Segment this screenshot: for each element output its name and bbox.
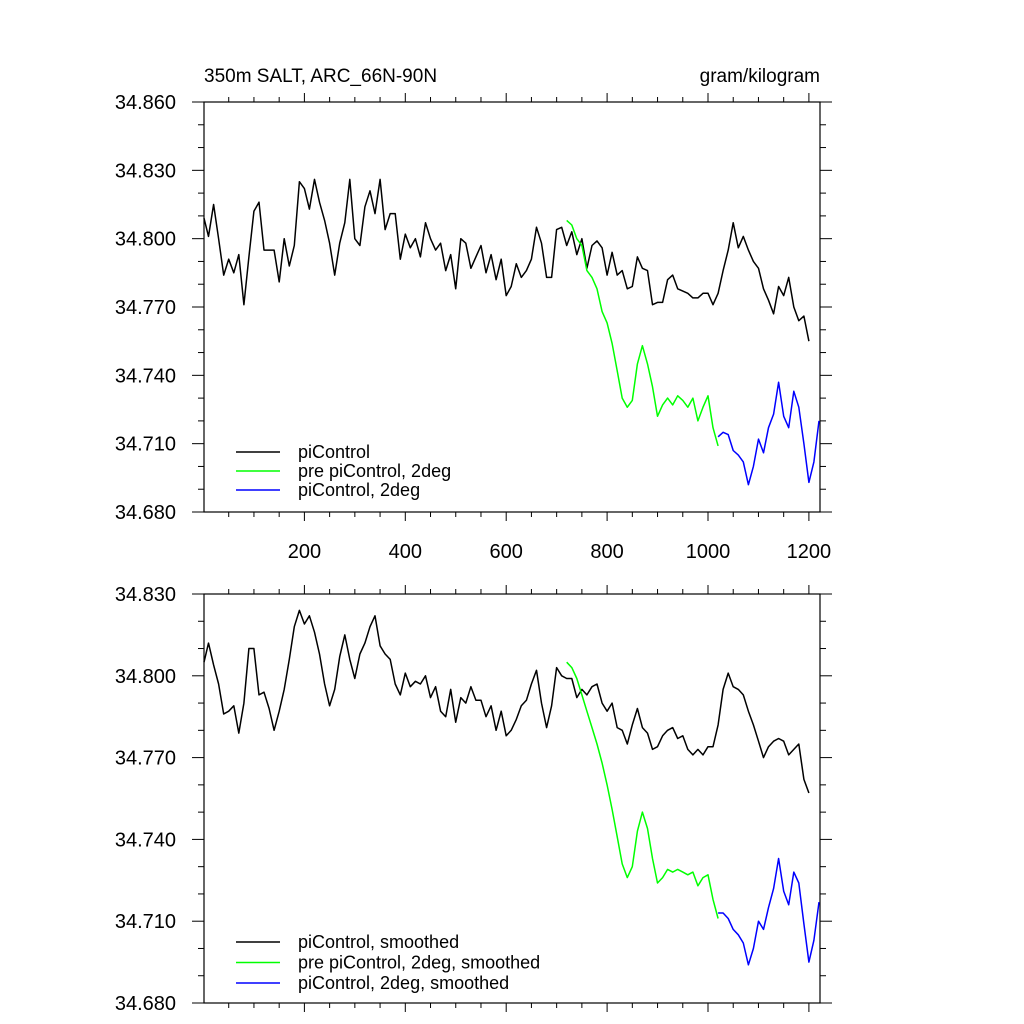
- x-tick-label: 1000: [686, 541, 731, 563]
- y-tick-label: 34.680: [115, 993, 176, 1015]
- legend-label: piControl, 2deg, smoothed: [298, 973, 509, 993]
- series-line-0: [203, 609, 810, 794]
- y-tick-label: 34.710: [115, 434, 176, 456]
- y-tick-label: 34.800: [115, 666, 176, 688]
- y-tick-label: 34.860: [115, 92, 176, 114]
- plot-frame: [203, 593, 821, 1004]
- y-tick-label: 34.740: [115, 829, 176, 851]
- y-tick-label: 34.740: [115, 365, 176, 387]
- x-tick-label: 800: [590, 541, 623, 563]
- y-tick-label: 34.830: [115, 584, 176, 606]
- y-tick-label: 34.680: [115, 502, 176, 524]
- legend-label: piControl: [298, 442, 370, 462]
- series-line-1: [566, 661, 719, 919]
- y-tick-label: 34.830: [115, 160, 176, 182]
- y-tick-label: 34.770: [115, 748, 176, 770]
- chart-units: gram/kilogram: [700, 66, 820, 87]
- y-tick-label: 34.800: [115, 229, 176, 251]
- y-tick-label: 34.710: [115, 911, 176, 933]
- y-tick-label: 34.770: [115, 297, 176, 319]
- x-tick-label: 200: [288, 541, 321, 563]
- series-line-2: [718, 857, 820, 966]
- plot-frame: [203, 101, 821, 513]
- legend-label: pre piControl, 2deg, smoothed: [298, 953, 540, 973]
- x-tick-label: 400: [389, 541, 422, 563]
- legend-label: pre piControl, 2deg: [298, 461, 451, 481]
- top-panel: 200 400 600 800 1000 1200 34.680 34.710 34.740 34…: [115, 92, 832, 563]
- chart-title: 350m SALT, ARC_66N-90N: [204, 66, 437, 87]
- series-line-2: [717, 381, 820, 486]
- legend-label: piControl, 2deg: [298, 480, 420, 500]
- series-line-0: [203, 178, 810, 342]
- series-line-1: [566, 219, 719, 447]
- legend-label: piControl, smoothed: [298, 932, 459, 952]
- x-tick-label: 600: [490, 541, 523, 563]
- x-tick-label: 1200: [787, 541, 832, 563]
- bottom-panel: 34.680 34.710 34.740 34.770 34.800 34.830 piCo…: [115, 584, 832, 1015]
